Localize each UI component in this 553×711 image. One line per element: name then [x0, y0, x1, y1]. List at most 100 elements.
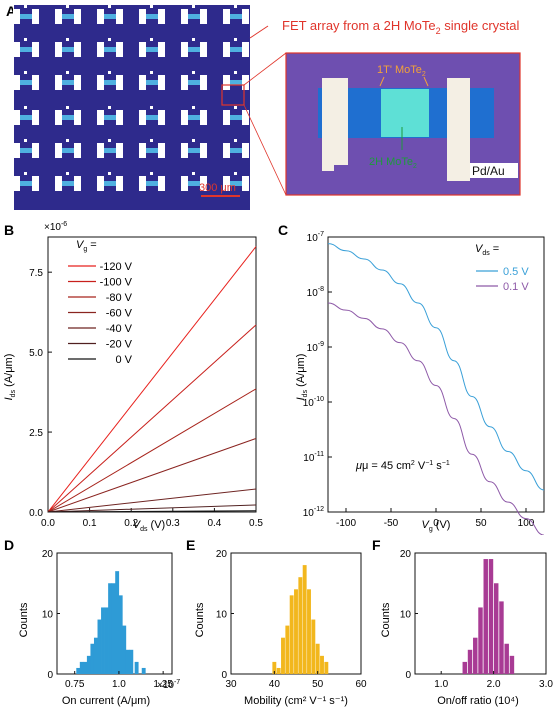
contact-pad: [13, 42, 20, 57]
panel-label-c: C: [278, 222, 288, 238]
alignment-mark: [234, 172, 237, 175]
panel-label-a: A: [6, 3, 16, 19]
contact-pad: [13, 143, 20, 158]
contact-pad: [97, 75, 104, 90]
histogram-bar: [90, 643, 95, 674]
contact-pad: [97, 143, 104, 158]
b-ylabel: Ids (A/μm): [3, 354, 17, 401]
contact-pad: [97, 176, 104, 191]
contact-pad: [32, 42, 39, 57]
panel-b-chart: B ×10-6 Ids (A/μm) Vds (V) Vg = 0.0 0.1 0.…: [3, 221, 263, 533]
legend-label: 0.5 V: [503, 266, 529, 278]
alignment-mark: [150, 38, 153, 41]
y-tick-label: 20: [216, 549, 228, 560]
contact-pad: [158, 143, 165, 158]
panel-label-b: B: [4, 222, 14, 238]
panel-d-histogram: D Counts On current (A/μm) ×10-7 0.75 1.0…: [4, 537, 180, 707]
channel-flake: [188, 14, 200, 19]
histogram-bar: [83, 661, 88, 674]
contact-pad: [223, 9, 230, 24]
x-tick-label: 0.75: [65, 679, 85, 690]
x-tick-label: 0: [433, 518, 439, 529]
contact-pad: [181, 9, 188, 24]
contact-pad: [158, 110, 165, 125]
channel-flake: [188, 148, 200, 153]
x-tick-label: 50: [475, 518, 487, 529]
contact-pad: [242, 176, 249, 191]
histogram-bar: [93, 637, 98, 674]
histogram-bar: [129, 649, 134, 674]
contact-pad: [223, 75, 230, 90]
f-xlabel: On/off ratio (10⁴): [437, 695, 519, 707]
channel-flake: [230, 115, 242, 120]
alignment-mark: [192, 172, 195, 175]
y-tick-label: 7.5: [29, 268, 43, 279]
channel-flake: [104, 148, 116, 153]
y-tick-label: 0: [221, 670, 227, 681]
alignment-mark: [108, 38, 111, 41]
fet-array-image: 300 μm: [13, 5, 250, 210]
y-tick-label: 0: [47, 670, 53, 681]
alignment-mark: [108, 172, 111, 175]
histogram-bar: [276, 667, 281, 674]
x-tick-label: 1.0: [112, 679, 126, 690]
y-tick-label: 0.0: [29, 508, 43, 519]
y-tick-label: 20: [400, 549, 412, 560]
histogram-bar: [478, 607, 483, 674]
alignment-mark: [66, 5, 69, 8]
f-ylabel: Counts: [380, 602, 392, 637]
panel-label-f: F: [372, 537, 381, 553]
contact-label: Pd/Au: [472, 164, 505, 178]
y-tick-label: 10: [42, 610, 54, 621]
histogram-bar: [311, 619, 316, 674]
contact-pad: [13, 110, 20, 125]
contact-pad: [200, 9, 207, 24]
contact-pad: [181, 176, 188, 191]
legend-label: -20 V: [106, 339, 133, 351]
channel-flake: [230, 47, 242, 52]
contact-pad: [74, 42, 81, 57]
x-tick-label: 2.0: [487, 679, 501, 690]
contact-pad: [242, 42, 249, 57]
contact-pad: [181, 143, 188, 158]
scale-bar-label: 300 μm: [199, 182, 236, 194]
e-xlabel: Mobility (cm² V⁻¹ s⁻¹): [244, 695, 348, 707]
contact-pad: [55, 9, 62, 24]
channel-flake: [188, 47, 200, 52]
histogram-bar: [307, 589, 311, 674]
y-tick-label: 10-8: [307, 286, 324, 299]
callout-line: [249, 25, 269, 39]
y-tick-label: 10-11: [303, 451, 324, 464]
panel-label-d: D: [4, 537, 14, 553]
contact-pad: [139, 176, 146, 191]
legend-label: -120 V: [100, 261, 133, 273]
panel-e-histogram: E Counts Mobility (cm² V⁻¹ s⁻¹) 30 40 50 60…: [186, 537, 367, 707]
contact-pad: [74, 75, 81, 90]
channel-flake: [146, 181, 158, 186]
contact-pad: [223, 110, 230, 125]
legend-label: -60 V: [106, 308, 133, 320]
legend-label: -100 V: [100, 277, 133, 289]
zoom-line-bottom: [243, 104, 287, 196]
x-tick-label: 0.3: [166, 518, 180, 529]
histogram-bar: [122, 625, 127, 674]
b-xlabel: Vds (V): [133, 519, 165, 533]
channel-flake: [146, 115, 158, 120]
array-caption: FET array from a 2H MoTe2 single crystal: [282, 18, 520, 36]
contact-pad: [139, 75, 146, 90]
channel-flake: [104, 14, 116, 19]
histogram-bar: [125, 649, 130, 674]
x-tick-label: 40: [269, 679, 281, 690]
series-line: [327, 243, 545, 491]
alignment-mark: [192, 71, 195, 74]
x-tick-label: -100: [336, 518, 356, 529]
legend-label: 0.1 V: [503, 281, 529, 293]
contact-pad: [181, 42, 188, 57]
highlight-box: [221, 84, 245, 106]
c-ylabel: Ids (A/μm): [295, 354, 309, 401]
zoom-line-top: [243, 52, 287, 86]
contact-pad: [242, 143, 249, 158]
alignment-mark: [150, 139, 153, 142]
alignment-mark: [234, 71, 237, 74]
contact-pad: [32, 143, 39, 158]
